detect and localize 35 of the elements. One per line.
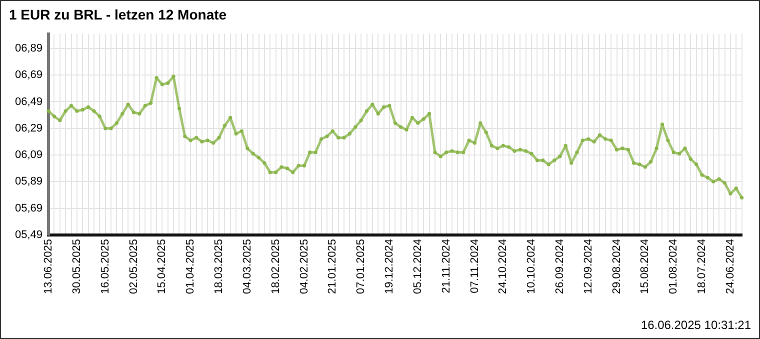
y-tick-label: 06,49	[14, 96, 43, 108]
y-tick-label: 06,89	[14, 42, 43, 54]
x-tick-label: 30.05.2025	[70, 238, 83, 294]
x-tick-label: 15.04.2025	[156, 238, 168, 294]
y-tick-label: 06,29	[14, 122, 43, 134]
x-tick-label: 18.03.2025	[213, 238, 226, 294]
y-tick-label: 06,69	[14, 69, 43, 82]
chart-title: 1 EUR zu BRL - letzen 12 Monate	[9, 6, 227, 22]
x-tick-label: 01.04.2025	[184, 238, 197, 294]
x-tick-label: 24.10.2024	[497, 238, 510, 294]
text: 16.06.2025 10:31:21	[640, 318, 751, 332]
x-tick-label: 16.05.2025	[99, 238, 112, 294]
x-tick-label: 04.03.2025	[241, 238, 254, 294]
x-tick-label: 12.09.2024	[582, 238, 594, 294]
x-tick-label: 18.02.2025	[270, 238, 282, 294]
x-tick-label: 02.05.2025	[128, 238, 140, 294]
x-tick-label: 07.01.2025	[355, 238, 368, 294]
x-tick-label: 21.11.2024	[440, 238, 452, 294]
x-tick-label: 18.07.2024	[696, 238, 708, 294]
x-tick-label: 04.02.2025	[298, 238, 310, 294]
y-tick-label: 05,49	[14, 228, 43, 241]
x-tick-label: 15.08.2024	[639, 238, 652, 294]
x-tick-label: 26.09.2024	[554, 238, 566, 294]
x-tick-label: 01.08.2024	[668, 238, 680, 294]
x-tick-label: 21.01.2025	[326, 238, 339, 294]
x-tick-label: 13.06.2025	[42, 238, 55, 294]
x-tick-label: 05.12.2024	[412, 238, 424, 294]
x-tick-label: 24.06.2024	[724, 238, 736, 294]
x-tick-label: 10.10.2024	[526, 238, 538, 294]
x-tick-label: 07.11.2024	[468, 238, 481, 294]
x-tick-label: 29.08.2024	[610, 238, 623, 294]
y-tick-label: 05,89	[14, 176, 43, 188]
x-tick-label: 19.12.2024	[384, 238, 396, 294]
y-tick-label: 05,69	[14, 202, 43, 214]
y-tick-label: 06,09	[14, 149, 43, 162]
